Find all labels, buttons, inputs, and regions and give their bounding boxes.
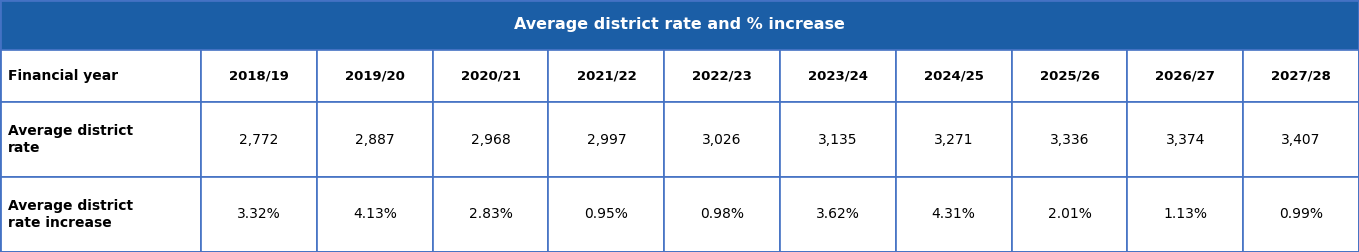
Text: Average district
rate increase: Average district rate increase	[8, 199, 133, 230]
Text: 2021/22: 2021/22	[576, 70, 636, 82]
Text: 2.83%: 2.83%	[469, 207, 512, 222]
Text: 3,336: 3,336	[1049, 133, 1090, 146]
Text: 2023/24: 2023/24	[809, 70, 868, 82]
Bar	[432, 102, 549, 177]
Bar	[896, 102, 1011, 177]
Text: 4.13%: 4.13%	[353, 207, 397, 222]
Bar	[317, 50, 432, 102]
Bar	[665, 102, 780, 177]
Text: 2019/20: 2019/20	[345, 70, 405, 82]
Text: 2.01%: 2.01%	[1048, 207, 1091, 222]
Bar	[1011, 50, 1128, 102]
Text: 0.99%: 0.99%	[1279, 207, 1324, 222]
Text: 2024/25: 2024/25	[924, 70, 984, 82]
Text: 3,374: 3,374	[1166, 133, 1205, 146]
Text: 2018/19: 2018/19	[230, 70, 289, 82]
Bar	[1011, 177, 1128, 252]
Bar	[317, 102, 432, 177]
Text: 3,407: 3,407	[1282, 133, 1321, 146]
Text: 3,271: 3,271	[934, 133, 973, 146]
Bar	[549, 177, 665, 252]
Bar	[549, 50, 665, 102]
Text: Average district rate and % increase: Average district rate and % increase	[514, 17, 845, 33]
Bar	[1011, 102, 1128, 177]
Text: 0.98%: 0.98%	[700, 207, 745, 222]
Bar	[1243, 177, 1359, 252]
Text: 1.13%: 1.13%	[1163, 207, 1207, 222]
Bar	[780, 102, 896, 177]
Text: 2,997: 2,997	[587, 133, 626, 146]
Bar	[1243, 102, 1359, 177]
Text: 3.32%: 3.32%	[238, 207, 281, 222]
Bar	[665, 177, 780, 252]
Bar	[780, 177, 896, 252]
Bar	[201, 177, 317, 252]
Bar	[0, 0, 1359, 50]
Bar	[1128, 177, 1243, 252]
Bar	[1128, 102, 1243, 177]
Bar	[665, 50, 780, 102]
Text: 2025/26: 2025/26	[1040, 70, 1099, 82]
Text: 2020/21: 2020/21	[461, 70, 520, 82]
Bar	[201, 50, 317, 102]
Text: 3,026: 3,026	[703, 133, 742, 146]
Bar	[201, 102, 317, 177]
Text: 2026/27: 2026/27	[1155, 70, 1215, 82]
Text: 2,968: 2,968	[470, 133, 511, 146]
Bar	[0, 177, 201, 252]
Text: 2027/28: 2027/28	[1271, 70, 1330, 82]
Text: 3,135: 3,135	[818, 133, 858, 146]
Bar	[896, 50, 1011, 102]
Bar	[317, 177, 432, 252]
Text: 4.31%: 4.31%	[932, 207, 976, 222]
Bar	[0, 102, 201, 177]
Text: 2,772: 2,772	[239, 133, 279, 146]
Bar	[1243, 50, 1359, 102]
Text: Financial year: Financial year	[8, 69, 118, 83]
Text: 0.95%: 0.95%	[584, 207, 628, 222]
Text: 2,887: 2,887	[355, 133, 394, 146]
Bar	[0, 50, 201, 102]
Text: 2022/23: 2022/23	[692, 70, 752, 82]
Bar	[1128, 50, 1243, 102]
Bar	[780, 50, 896, 102]
Bar	[432, 177, 549, 252]
Text: Average district
rate: Average district rate	[8, 124, 133, 154]
Bar	[549, 102, 665, 177]
Bar	[896, 177, 1011, 252]
Text: 3.62%: 3.62%	[815, 207, 860, 222]
Bar	[432, 50, 549, 102]
